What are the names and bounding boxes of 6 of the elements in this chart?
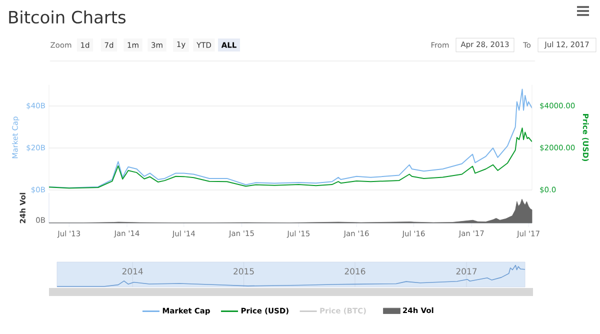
- chart-title: Bitcoin Charts: [9, 10, 126, 24]
- x-tick-label: 2017: [456, 268, 477, 274]
- x-tick-label: 2014: [122, 268, 143, 274]
- line-series: [49, 128, 532, 189]
- x-tick-label: 2016: [344, 268, 366, 274]
- x-tick-label: 2015: [234, 268, 254, 274]
